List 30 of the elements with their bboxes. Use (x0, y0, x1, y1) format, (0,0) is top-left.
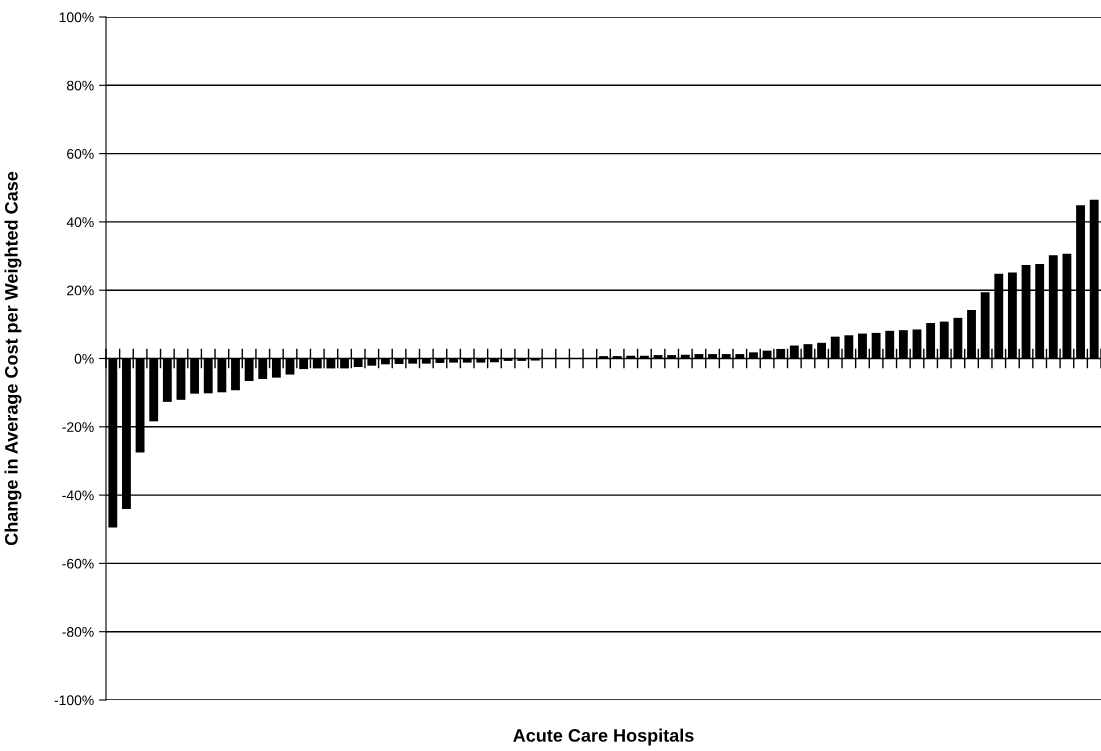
bar (599, 356, 608, 359)
bar (817, 342, 827, 359)
bar (803, 344, 813, 359)
bar (190, 358, 200, 394)
y-axis-title: Change in Average Cost per Weighted Case (4, 171, 22, 546)
bar (340, 358, 349, 369)
y-tick-label: 60% (67, 148, 94, 159)
y-tick-label: 20% (67, 285, 94, 296)
y-tick-label: 0% (74, 353, 94, 364)
y-tick-label: -80% (62, 627, 94, 637)
bar (762, 350, 772, 359)
bar (749, 352, 758, 359)
y-tick-label: -100% (54, 695, 94, 706)
y-tick-label: -20% (62, 422, 94, 432)
y-tick-label: 80% (67, 80, 94, 91)
x-axis-title: Acute Care Hospitals (513, 728, 694, 746)
bar (285, 358, 295, 375)
y-tick-label: -40% (62, 490, 94, 501)
bar (708, 354, 717, 359)
bar (639, 355, 649, 359)
bar (176, 358, 186, 400)
bar (912, 329, 922, 359)
y-tick-label: 100% (59, 12, 94, 23)
y-tick-label: 40% (66, 217, 94, 228)
y-tick-label: -60% (62, 558, 94, 569)
bar (231, 358, 240, 391)
bar (858, 333, 867, 359)
bar (449, 358, 458, 363)
bar (653, 355, 663, 359)
bar (967, 310, 976, 359)
